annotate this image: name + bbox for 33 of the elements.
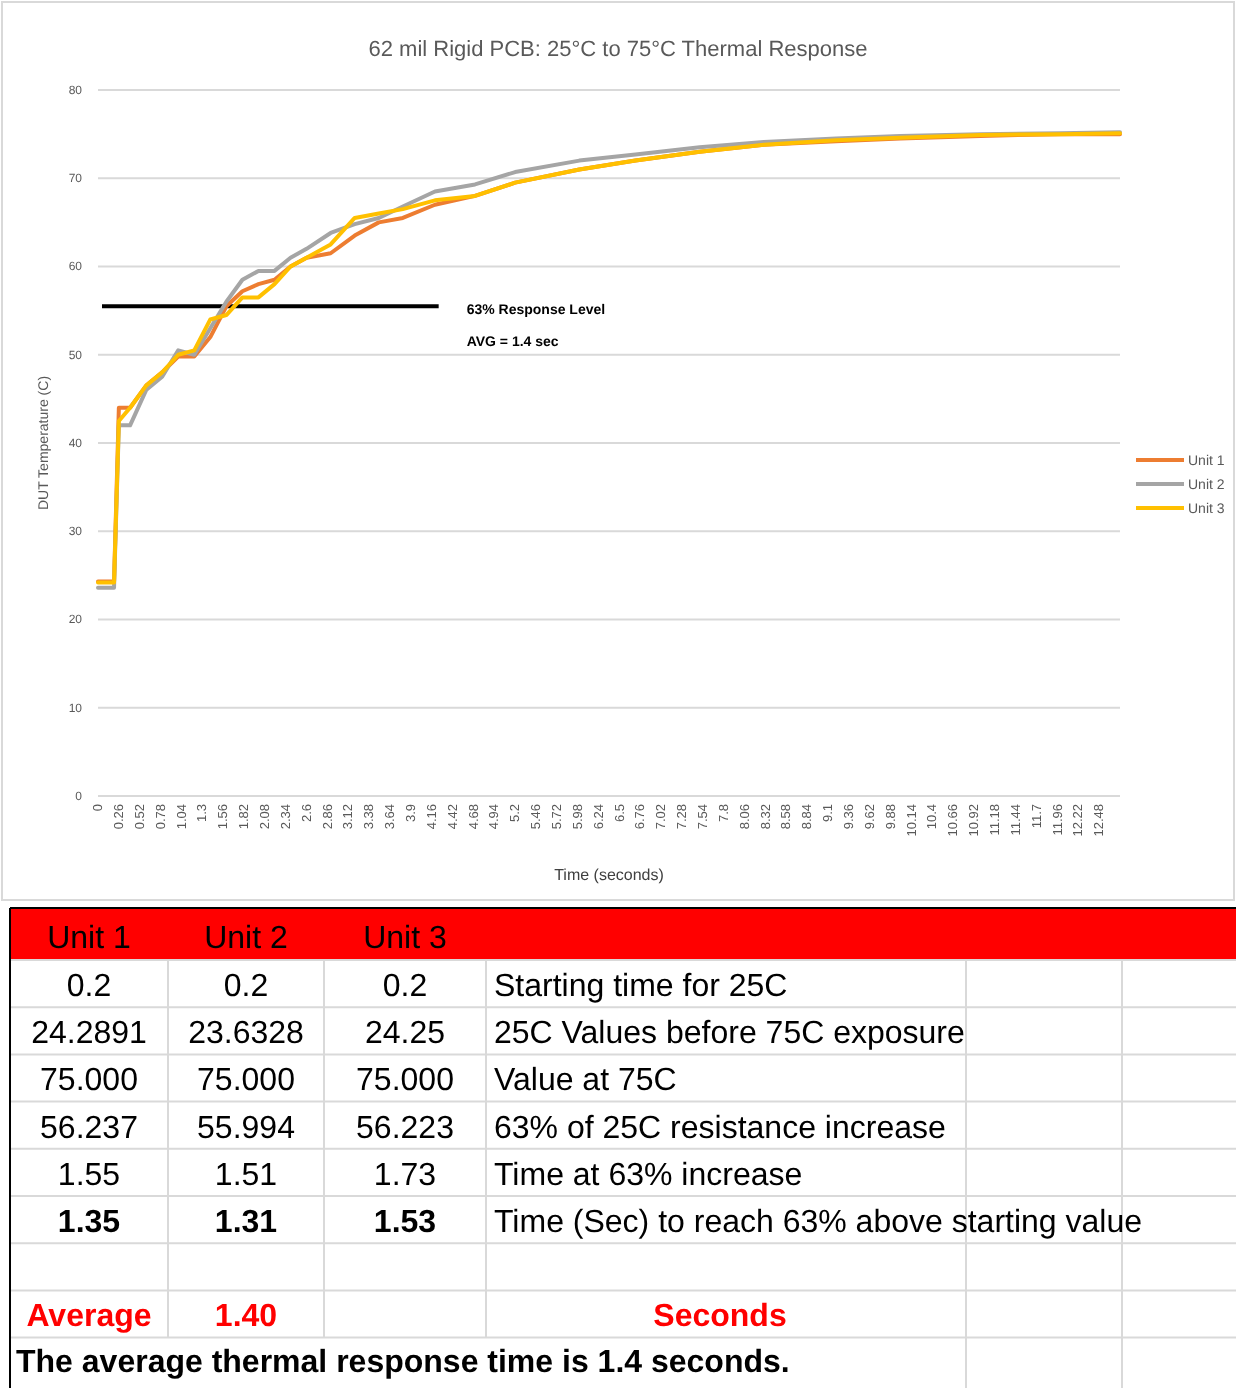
text: Unit 1 (47, 922, 131, 956)
text: 56.237 (40, 1111, 139, 1146)
text: 25C Values before 75C exposure (494, 1017, 966, 1052)
text: Seconds (653, 1300, 787, 1335)
text: 1.40 (214, 1300, 278, 1335)
text: 1.53 (373, 1206, 437, 1240)
text: 24.2891 (31, 1017, 148, 1052)
text: Time at 63% increase (494, 1158, 803, 1193)
text: 0.2 (382, 970, 428, 1004)
text: Starting time for 25C (494, 970, 788, 1004)
text: 1.51 (214, 1158, 278, 1193)
text: 24.25 (364, 1017, 446, 1052)
text: 55.994 (197, 1111, 296, 1146)
text: 1.55 (57, 1158, 121, 1193)
text: Value at 75C (494, 1064, 677, 1099)
text: 0.2 (66, 970, 112, 1004)
text: 0.2 (223, 970, 269, 1004)
text: 75.000 (40, 1064, 139, 1099)
text: Unit 2 (204, 922, 288, 956)
text: 63% of 25C resistance increase (494, 1111, 946, 1146)
text: 1.73 (373, 1158, 437, 1193)
text: 56.223 (356, 1111, 455, 1146)
text: The average thermal response time is 1.4 seconds. (16, 1345, 790, 1380)
text: Average (26, 1300, 152, 1335)
text: 75.000 (197, 1064, 296, 1099)
text: 75.000 (356, 1064, 455, 1099)
x-axis-title: Time (seconds) (554, 866, 665, 884)
text: 1.35 (57, 1206, 121, 1240)
chart-title: 62 mil Rigid PCB: 25°C to 75°C Thermal Response (368, 38, 868, 62)
text: Unit 3 (363, 922, 447, 956)
text: Time (Sec) to reach 63% above starting value (494, 1206, 1143, 1240)
text: 23.6328 (188, 1017, 305, 1052)
text: 1.31 (214, 1206, 278, 1240)
